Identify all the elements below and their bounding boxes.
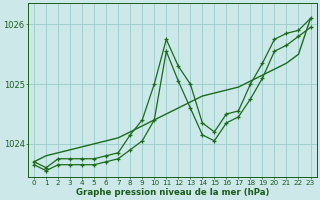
X-axis label: Graphe pression niveau de la mer (hPa): Graphe pression niveau de la mer (hPa) [76,188,269,197]
